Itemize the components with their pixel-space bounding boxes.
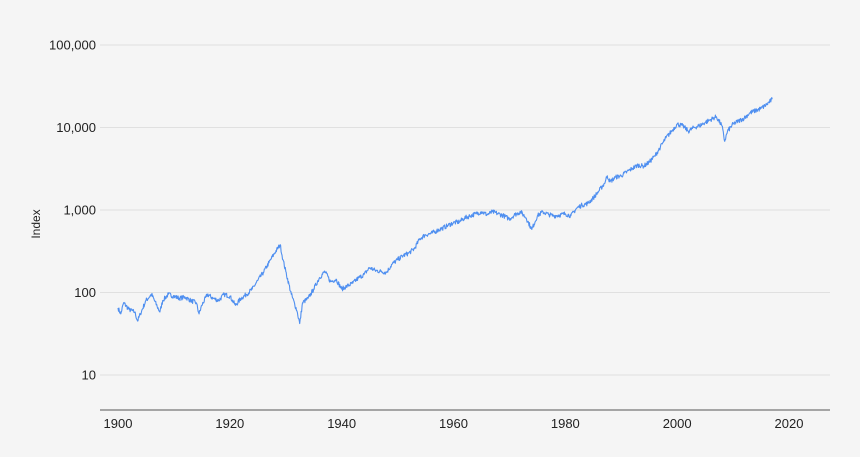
x-tick-label: 1980 bbox=[551, 416, 580, 431]
y-axis-tick-labels: 10 100 1,000 10,000 100,000 bbox=[49, 38, 96, 383]
y-tick-label: 100 bbox=[74, 285, 96, 300]
y-tick-label: 100,000 bbox=[49, 38, 96, 53]
x-tick-label: 2020 bbox=[775, 416, 804, 431]
x-tick-label: 1940 bbox=[327, 416, 356, 431]
gridlines bbox=[100, 44, 830, 376]
y-axis-title: Index bbox=[29, 209, 43, 238]
y-tick-label: 1,000 bbox=[63, 203, 96, 218]
x-tick-label: 1920 bbox=[215, 416, 244, 431]
x-tick-label: 1960 bbox=[439, 416, 468, 431]
series-line-0 bbox=[117, 97, 773, 325]
x-axis-tick-labels: 1900 1920 1940 1960 1980 2000 2020 bbox=[104, 416, 804, 431]
y-tick-label: 10 bbox=[82, 368, 96, 383]
series bbox=[117, 97, 773, 325]
y-tick-label: 10,000 bbox=[56, 120, 96, 135]
x-tick-label: 1900 bbox=[104, 416, 133, 431]
x-tick-label: 2000 bbox=[663, 416, 692, 431]
